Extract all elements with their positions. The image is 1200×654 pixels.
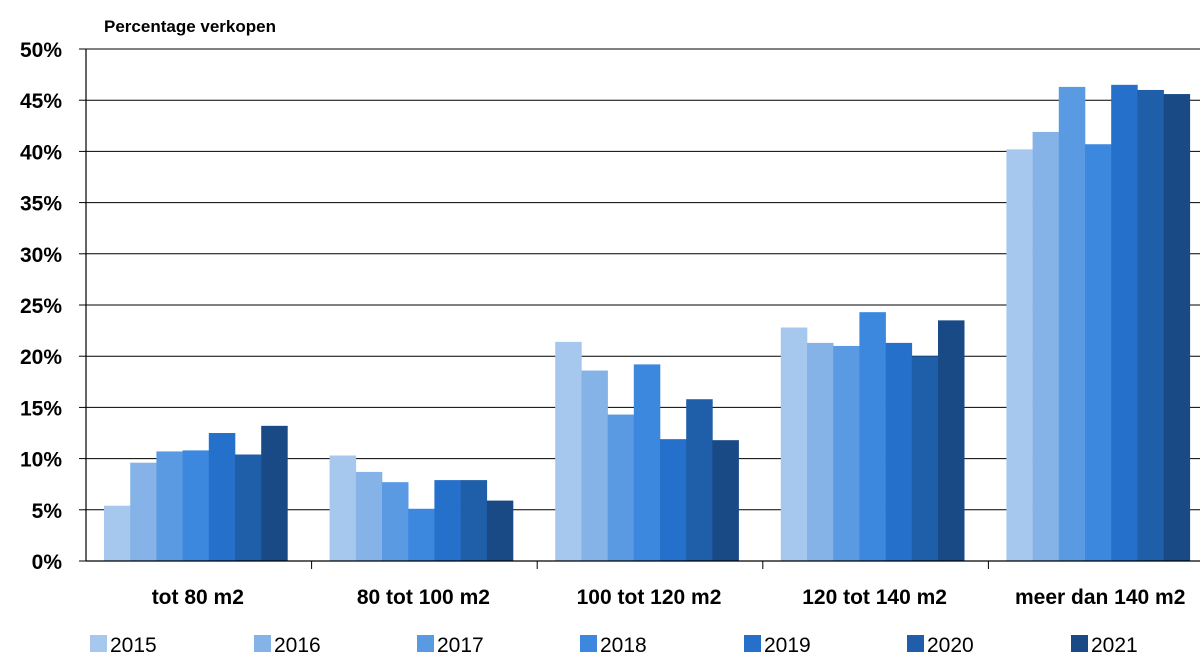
- bar: [1058, 86, 1086, 561]
- bar: [885, 342, 913, 561]
- bar: [408, 508, 435, 561]
- bar: [555, 341, 582, 561]
- legend: 2015 2016 2017 2018 2019 2020 2021: [90, 634, 1138, 654]
- x-category-label: 80 tot 100 m2: [357, 586, 490, 609]
- legend-label: 2018: [600, 634, 647, 654]
- legend-label: 2015: [110, 634, 157, 654]
- bar: [859, 312, 886, 561]
- y-tick-label: 40%: [20, 141, 62, 164]
- bar: [235, 454, 262, 561]
- legend-swatch: [1071, 635, 1088, 652]
- legend-swatch: [580, 635, 597, 652]
- bar: [329, 455, 357, 561]
- legend-swatch: [744, 635, 761, 652]
- bar: [780, 327, 808, 561]
- y-tick-label: 20%: [20, 346, 62, 369]
- y-tick-label: 45%: [20, 90, 62, 113]
- bar: [686, 399, 713, 561]
- bar: [1163, 94, 1191, 561]
- bar: [182, 450, 210, 561]
- bar: [911, 356, 939, 561]
- y-tick-label: 25%: [20, 295, 62, 318]
- x-category-label: tot 80 m2: [152, 586, 244, 609]
- bar: [938, 320, 965, 561]
- legend-label: 2016: [274, 634, 321, 654]
- bar: [1111, 84, 1138, 561]
- bar: [382, 482, 409, 561]
- legend-swatch: [907, 635, 924, 652]
- bar: [1137, 89, 1164, 562]
- legend-label: 2020: [927, 634, 974, 654]
- legend-label: 2017: [437, 634, 484, 654]
- bar: [486, 500, 514, 561]
- bar: [261, 425, 288, 561]
- y-tick-label: 0%: [32, 551, 63, 574]
- y-tick-label: 30%: [20, 244, 62, 267]
- x-category-label: 120 tot 140 m2: [802, 586, 947, 609]
- legend-label: 2021: [1091, 634, 1138, 654]
- bar: [355, 471, 383, 561]
- bar: [581, 370, 608, 561]
- bar: [607, 414, 635, 561]
- legend-swatch: [417, 635, 434, 652]
- y-tick-label: 50%: [20, 39, 62, 62]
- x-category-label: 100 tot 120 m2: [577, 586, 722, 609]
- y-tick-labels: 0% 5% 10% 15% 20% 25% 30% 35% 40% 45% 50%: [20, 39, 62, 574]
- bar: [130, 462, 157, 561]
- bar: [104, 505, 131, 561]
- bar: [660, 439, 687, 561]
- bar: [833, 345, 860, 561]
- bar: [208, 433, 236, 561]
- legend-swatch: [90, 635, 107, 652]
- y-axis-title: Percentage verkopen: [104, 17, 276, 36]
- bar: [807, 342, 834, 561]
- bar: [156, 451, 183, 561]
- bar: [712, 440, 739, 561]
- y-tick-label: 15%: [20, 397, 62, 420]
- bars: [104, 84, 1191, 562]
- x-category-labels: tot 80 m2 80 tot 100 m2 100 tot 120 m2 120 …: [152, 586, 1186, 609]
- legend-label: 2019: [764, 634, 811, 654]
- bar: [1085, 144, 1112, 561]
- x-category-label: meer dan 140 m2: [1015, 586, 1185, 609]
- bar: [434, 480, 461, 561]
- legend-swatch: [254, 635, 271, 652]
- bar: [1006, 149, 1033, 562]
- y-tick-label: 10%: [20, 449, 62, 472]
- axes: [85, 49, 1200, 569]
- bar: [633, 364, 661, 561]
- bar: [460, 480, 488, 561]
- y-tick-label: 35%: [20, 193, 62, 216]
- y-tick-label: 5%: [32, 500, 63, 523]
- bar: [1032, 131, 1060, 561]
